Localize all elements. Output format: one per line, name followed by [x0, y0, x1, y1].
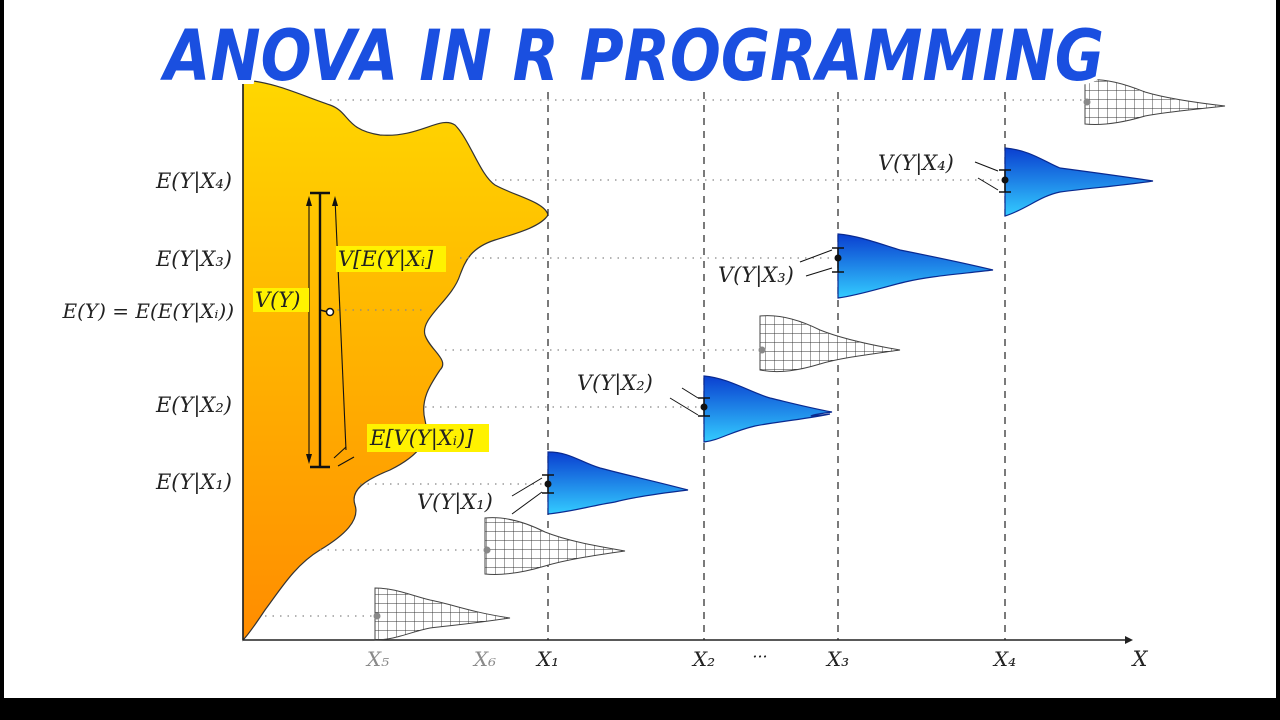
variance-bracket: [310, 191, 330, 469]
y-label-e-x2: E(Y|X₂): [155, 393, 232, 418]
v-e-label: V[E(Y|Xᵢ]: [338, 247, 434, 272]
x-label-x4: X₄: [992, 647, 1016, 671]
conditional-means: [544, 176, 1009, 488]
variance-arrows: [308, 197, 355, 467]
v-x1-label: V(Y|X₁): [417, 490, 493, 515]
blue-distribution-x3: [837, 233, 994, 299]
grid-distribution-x6: [484, 517, 626, 575]
blue-distribution-x1: [547, 451, 689, 515]
y-guides: [265, 99, 1085, 617]
conditional-bars: [542, 169, 1011, 494]
x-label-dots: ···: [752, 647, 767, 666]
grid-means: [373, 98, 1091, 620]
mean-marker-icon: [325, 307, 335, 317]
v-x3-label: V(Y|X₃): [718, 263, 794, 288]
x-label-x2: X₂: [691, 647, 715, 671]
grid-distribution-mid: [759, 315, 901, 373]
y-label-e-x3: E(Y|X₃): [155, 247, 232, 272]
conditional-pointers: [511, 161, 999, 515]
v-e-highlight: [336, 246, 446, 272]
video-title: ANOVA IN R PROGRAMMING: [160, 15, 1104, 97]
x-label-x3: X₃: [825, 647, 849, 671]
x-label-x5: X₅: [365, 647, 389, 671]
x-axis-title: X: [1131, 647, 1149, 671]
v-y-label: V(Y): [255, 288, 300, 312]
blue-distribution-x2: [703, 375, 833, 443]
v-x4-label: V(Y|X₄): [878, 151, 954, 176]
blue-distribution-x4: [1004, 147, 1154, 217]
x-label-x6: X₆: [472, 647, 496, 671]
y-label-e-x1: E(Y|X₁): [155, 470, 232, 495]
y-label-e-y: E(Y) = E(E(Y|Xᵢ)): [62, 299, 235, 324]
v-y-highlight: [253, 288, 309, 312]
e-v-label: E[V(Y|Xᵢ)]: [369, 426, 474, 451]
e-v-highlight: [367, 424, 489, 452]
grid-distribution-top: [1084, 79, 1226, 125]
grid-distribution-x5: [374, 587, 511, 641]
diagram-background: [4, 0, 1276, 698]
y-label-e-x4: E(Y|X₄): [155, 169, 232, 194]
x-axis-arrow-icon: [1125, 636, 1133, 644]
x-label-x1: X₁: [535, 647, 559, 671]
v-x2-label: V(Y|X₂): [577, 371, 653, 396]
